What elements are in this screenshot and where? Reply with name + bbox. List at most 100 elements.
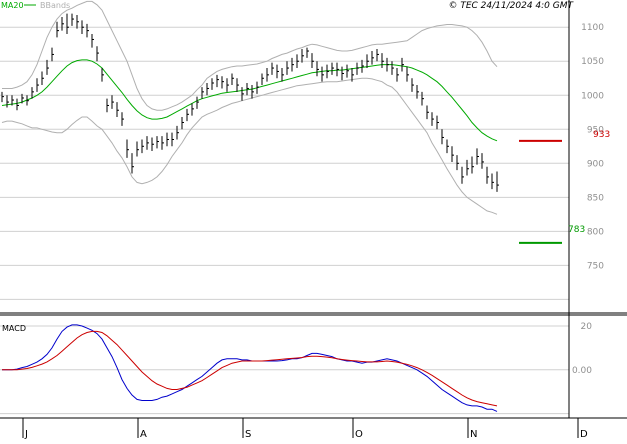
price-bar [61,17,64,31]
price-bar [441,129,444,145]
price-bar [281,68,284,82]
price-bar [436,115,439,130]
price-bar [486,166,489,184]
price-bar [231,73,234,86]
resistance-level-label: 933 [593,130,610,140]
price-y-tick: 750 [587,261,604,271]
price-bar [86,23,89,38]
price-bar [31,87,34,99]
price-y-tick: 1000 [581,91,604,101]
price-bar [146,136,149,150]
support-level-label: 783 [568,225,585,235]
price-bar [216,74,219,88]
price-bar [366,54,369,69]
price-bar [81,20,84,35]
price-bar [111,95,114,109]
price-bar [426,105,429,120]
price-bar [106,98,109,113]
price-bar [266,68,269,82]
price-bar [171,132,174,147]
macd-panel-label: MACD [2,324,26,333]
macd-y-tick: 20 [581,322,593,332]
price-bar [251,85,254,99]
price-bar [321,66,324,82]
price-bar [336,62,339,77]
price-bar [356,62,359,75]
price-bar [416,85,419,99]
price-bar [181,117,184,130]
price-bar [156,136,159,149]
price-bar [476,148,479,165]
price-y-tick: 900 [587,159,604,169]
price-bar [71,13,74,26]
price-bar [406,66,409,82]
bollinger-bands [1,0,498,215]
price-bar [36,78,39,92]
bollinger-upper-band [2,0,498,111]
price-bar [311,53,314,69]
price-bar [346,64,349,78]
x-tick-label: A [140,429,147,440]
price-ohlc-bars [1,13,499,192]
price-bar [306,47,309,58]
price-bar [351,68,354,82]
price-bar [456,155,459,171]
price-bar [361,59,364,73]
x-tick-label: J [24,429,28,440]
price-y-tick: 850 [587,193,604,203]
price-bar [116,102,119,118]
price-bar [261,73,264,86]
price-bar [196,96,199,109]
price-bar [201,87,204,99]
price-bar [446,139,449,154]
price-bar [466,159,469,176]
price-bar [56,21,59,38]
price-bar [291,57,294,72]
price-bar [91,34,94,48]
price-bar [96,46,99,62]
price-bar [11,95,14,106]
price-bar [391,61,394,75]
price-bar [371,51,374,65]
macd-gridlines [0,325,569,415]
moving-average-20 [1,59,498,142]
price-bar [131,153,134,174]
x-tick-label: D [580,429,588,440]
price-bar [1,91,4,103]
legend-bbands: BBands [40,1,70,10]
price-bar [226,78,229,92]
x-tick-label: S [245,429,251,440]
price-bar [296,54,299,69]
price-bar [6,95,9,108]
price-bar [386,57,389,72]
price-bar [451,146,454,162]
price-bar [26,95,29,106]
macd-y-tick: 0.00 [572,366,592,376]
bollinger-lower-band [1,77,498,215]
price-bar [161,136,164,150]
macd-signal-line [2,330,498,407]
ma20-line [1,59,498,142]
price-bar [151,137,154,152]
price-bar [186,108,189,122]
price-bar [191,103,194,116]
price-bar [316,61,319,77]
price-bar [211,78,214,90]
price-y-tick: 1100 [581,23,604,33]
price-bar [176,125,179,140]
price-bar [431,112,434,126]
price-y-tick: 1050 [581,57,604,67]
price-bar [141,139,144,154]
price-bar [401,57,404,72]
x-tick-label: O [355,429,363,440]
macd-y-tick-labels: 0.00 20 [572,322,592,376]
price-bar [491,173,494,190]
price-bar [41,71,44,86]
price-gridlines [0,26,569,300]
price-bar [421,91,424,106]
copyright-text: © TEC 24/11/2024 4:0 GMT [448,1,574,11]
support-resistance-levels [519,139,562,244]
price-bar [481,153,484,169]
